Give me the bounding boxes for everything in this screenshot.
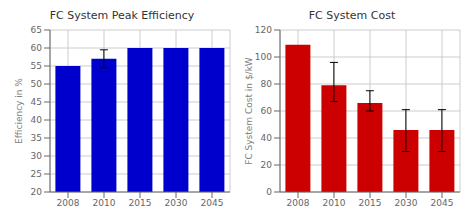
svg-text:2045: 2045 (201, 198, 224, 208)
svg-text:FC System Cost in $/kW: FC System Cost in $/kW (244, 57, 254, 165)
svg-text:2008: 2008 (287, 198, 310, 208)
svg-text:100: 100 (255, 52, 272, 62)
svg-text:2010: 2010 (93, 198, 116, 208)
svg-text:50: 50 (31, 79, 43, 89)
svg-text:30: 30 (31, 151, 43, 161)
svg-text:2008: 2008 (57, 198, 80, 208)
svg-text:55: 55 (31, 61, 42, 71)
svg-text:2015: 2015 (129, 198, 152, 208)
svg-text:2010: 2010 (323, 198, 346, 208)
html-text:FC System Cost: FC System Cost (308, 9, 396, 22)
svg-text:20: 20 (31, 187, 43, 197)
svg-text:40: 40 (261, 133, 273, 143)
svg-text:Efficiency in %: Efficiency in % (14, 78, 24, 144)
svg-text:2015: 2015 (359, 198, 382, 208)
svg-text:60: 60 (31, 43, 43, 53)
html-text:FC System Peak Efficiency: FC System Peak Efficiency (49, 9, 195, 22)
svg-text:2030: 2030 (165, 198, 188, 208)
svg-text:2030: 2030 (395, 198, 418, 208)
svg-text:20: 20 (261, 160, 273, 170)
svg-text:2045: 2045 (431, 198, 454, 208)
svg-text:35: 35 (31, 133, 42, 143)
svg-text:40: 40 (31, 115, 43, 125)
svg-text:0: 0 (266, 187, 272, 197)
svg-text:60: 60 (261, 106, 273, 116)
svg-text:80: 80 (261, 79, 273, 89)
svg-text:120: 120 (255, 25, 272, 35)
svg-text:65: 65 (31, 25, 42, 35)
svg-text:45: 45 (31, 97, 42, 107)
svg-text:25: 25 (31, 169, 42, 179)
